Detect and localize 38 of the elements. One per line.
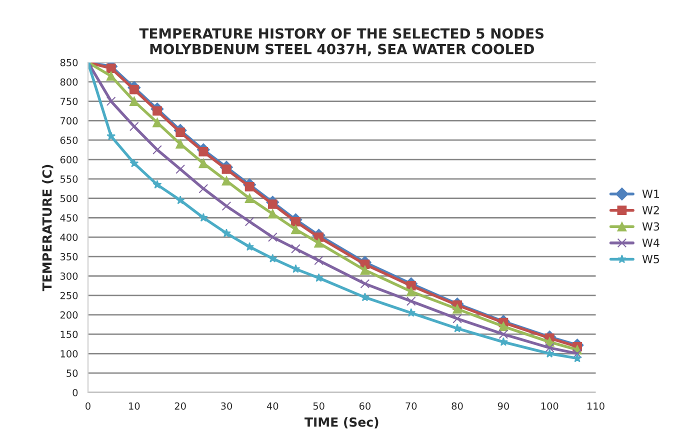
x-tick-label: 0 xyxy=(86,402,90,410)
chart-title: TEMPERATURE HISTORY OF THE SELECTED 5 NODES MOLYBDENUM STEEL 4037H, SEA WATER COOLED xyxy=(139,28,544,56)
x-tick-label: 110 xyxy=(588,402,604,410)
x-tick-label: 40 xyxy=(266,402,278,410)
y-tick-label: 400 xyxy=(60,234,78,241)
y-tick-label: 200 xyxy=(60,311,78,319)
legend-label: W3 xyxy=(642,222,660,231)
y-tick-label: 850 xyxy=(60,58,78,66)
y-tick-label: 0 xyxy=(72,388,78,396)
y-tick-label: 350 xyxy=(60,253,78,260)
y-tick-label: 600 xyxy=(60,156,78,164)
y-tick-label: 450 xyxy=(60,214,78,222)
y-tick-label: 750 xyxy=(60,98,78,106)
y-tick-label: 250 xyxy=(60,292,78,300)
y-tick-label: 500 xyxy=(60,194,78,202)
y-tick-label: 100 xyxy=(60,350,78,358)
x-tick-label: 50 xyxy=(313,402,324,410)
x-tick-label: 30 xyxy=(221,402,232,410)
x-tick-label: 10 xyxy=(129,402,140,410)
y-tick-label: 150 xyxy=(60,330,78,338)
x-tick-label: 90 xyxy=(498,402,509,410)
x-tick-label: 20 xyxy=(174,402,186,410)
y-tick-label: 50 xyxy=(66,370,78,377)
x-tick-label: 60 xyxy=(359,402,371,410)
y-tick-label: 650 xyxy=(60,136,78,144)
y-tick-label: 300 xyxy=(60,272,78,280)
legend-label: W4 xyxy=(642,238,660,247)
y-tick-label: 800 xyxy=(60,78,78,86)
x-tick-label: 100 xyxy=(541,402,558,410)
x-tick-label: 70 xyxy=(406,402,417,410)
y-tick-label: 700 xyxy=(60,117,78,125)
legend-label: W2 xyxy=(642,206,659,214)
x-axis-title: TIME (Sec) xyxy=(304,417,378,428)
y-axis-title: TEMPERATURE (C) xyxy=(42,164,54,292)
legend-label: W5 xyxy=(642,255,660,264)
y-tick-label: 550 xyxy=(60,175,78,183)
x-tick-label: 80 xyxy=(452,402,463,410)
legend-label: W1 xyxy=(642,190,659,198)
